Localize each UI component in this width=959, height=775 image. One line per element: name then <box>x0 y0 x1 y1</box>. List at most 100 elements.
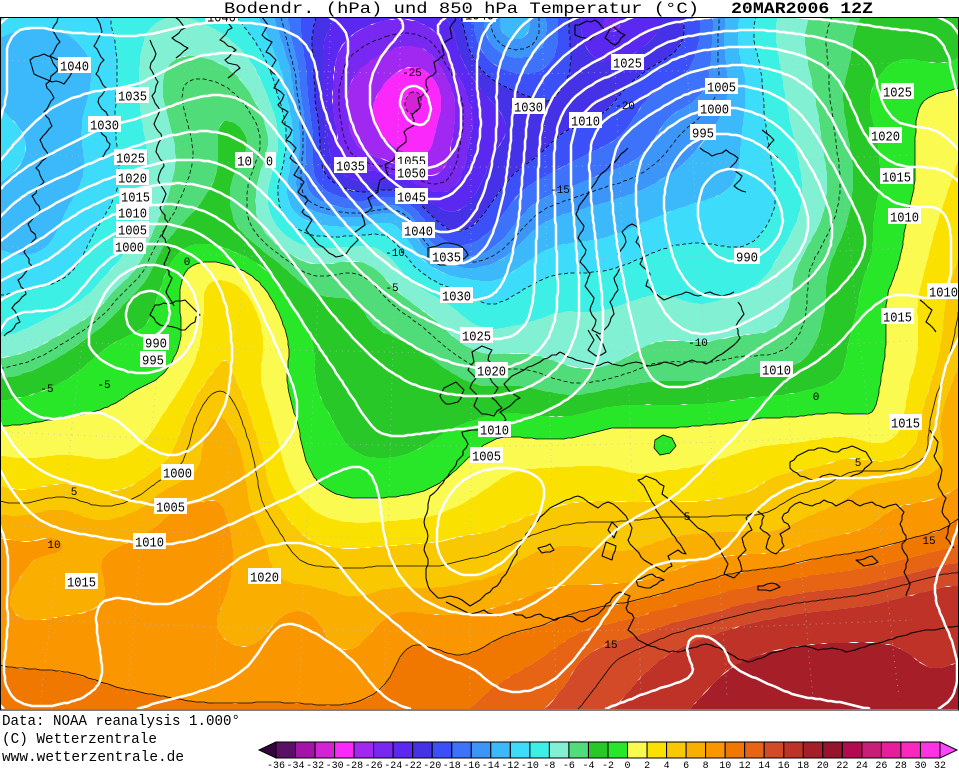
svg-text:1015: 1015 <box>67 576 96 592</box>
svg-text:-10: -10 <box>385 248 405 260</box>
svg-text:-24: -24 <box>384 761 402 770</box>
svg-text:26: 26 <box>875 761 887 770</box>
svg-text:1040: 1040 <box>60 60 89 76</box>
svg-text:28: 28 <box>895 761 907 770</box>
svg-text:1040: 1040 <box>404 225 433 241</box>
svg-text:18: 18 <box>797 761 809 770</box>
svg-text:-8: -8 <box>543 761 555 770</box>
svg-text:995: 995 <box>142 354 164 370</box>
svg-text:1015: 1015 <box>121 191 150 207</box>
svg-text:1010: 1010 <box>890 211 919 227</box>
svg-text:1030: 1030 <box>442 290 471 306</box>
svg-text:5: 5 <box>71 487 78 499</box>
svg-text:-18: -18 <box>443 761 461 770</box>
svg-text:12: 12 <box>739 761 751 770</box>
svg-text:1050: 1050 <box>397 167 426 183</box>
svg-text:(C) Wetterzentrale: (C) Wetterzentrale <box>2 732 157 748</box>
svg-text:www.wetterzentrale.de: www.wetterzentrale.de <box>2 750 184 766</box>
svg-text:-12: -12 <box>501 761 519 770</box>
svg-text:14: 14 <box>758 761 770 770</box>
svg-text:Bodendr. (hPa) und 850 hPa Tem: Bodendr. (hPa) und 850 hPa Temperatur (°… <box>224 0 699 18</box>
svg-text:1020: 1020 <box>250 571 279 587</box>
svg-text:1020: 1020 <box>118 172 147 188</box>
svg-text:-2: -2 <box>602 761 614 770</box>
svg-text:1000: 1000 <box>163 467 192 483</box>
svg-text:-16: -16 <box>462 761 480 770</box>
svg-text:-20: -20 <box>615 101 635 113</box>
svg-text:1010: 1010 <box>571 115 600 131</box>
svg-text:8: 8 <box>703 761 709 770</box>
svg-text:-26: -26 <box>365 761 383 770</box>
svg-text:20MAR2006 12Z: 20MAR2006 12Z <box>731 0 873 18</box>
svg-text:-30: -30 <box>326 761 344 770</box>
svg-text:1005: 1005 <box>472 450 501 466</box>
svg-text:32: 32 <box>934 761 946 770</box>
svg-text:-10: -10 <box>688 338 708 350</box>
svg-text:1015: 1015 <box>883 311 912 327</box>
svg-text:0: 0 <box>624 761 630 770</box>
svg-text:1030: 1030 <box>90 119 119 135</box>
svg-text:1005: 1005 <box>118 224 147 240</box>
svg-text:1035: 1035 <box>118 90 147 106</box>
svg-text:20: 20 <box>817 761 829 770</box>
svg-text:-6: -6 <box>563 761 575 770</box>
svg-text:1000: 1000 <box>700 103 729 119</box>
svg-text:1015: 1015 <box>882 171 911 187</box>
svg-text:10: 10 <box>237 155 252 171</box>
svg-text:995: 995 <box>692 127 714 143</box>
svg-text:-22: -22 <box>404 761 422 770</box>
svg-text:-5: -5 <box>97 380 110 392</box>
svg-text:1020: 1020 <box>477 365 506 381</box>
svg-text:6: 6 <box>683 761 689 770</box>
svg-text:1025: 1025 <box>462 330 491 346</box>
svg-text:1010: 1010 <box>118 207 147 223</box>
svg-text:15: 15 <box>604 640 617 652</box>
svg-text:22: 22 <box>836 761 848 770</box>
svg-text:-34: -34 <box>286 761 304 770</box>
svg-text:-4: -4 <box>582 761 594 770</box>
svg-text:1030: 1030 <box>514 101 543 117</box>
svg-text:1010: 1010 <box>929 286 958 302</box>
svg-text:990: 990 <box>736 251 758 267</box>
svg-text:30: 30 <box>914 761 926 770</box>
svg-text:10: 10 <box>47 540 60 552</box>
svg-text:-36: -36 <box>267 761 285 770</box>
svg-text:-15: -15 <box>550 185 570 197</box>
svg-text:1025: 1025 <box>883 86 912 102</box>
svg-text:1010: 1010 <box>762 364 791 380</box>
svg-text:0: 0 <box>184 257 191 269</box>
svg-text:-32: -32 <box>306 761 324 770</box>
svg-text:-28: -28 <box>345 761 363 770</box>
svg-text:-5: -5 <box>385 283 398 295</box>
svg-text:1040: 1040 <box>207 11 236 27</box>
svg-text:0: 0 <box>813 392 820 404</box>
svg-text:5: 5 <box>684 512 691 524</box>
svg-text:1010: 1010 <box>135 536 164 552</box>
svg-text:-5: -5 <box>40 384 53 396</box>
svg-text:1045: 1045 <box>397 191 426 207</box>
svg-text:-10: -10 <box>521 761 539 770</box>
svg-text:1000: 1000 <box>115 241 144 257</box>
svg-text:15: 15 <box>922 536 935 548</box>
svg-text:-14: -14 <box>482 761 500 770</box>
svg-text:24: 24 <box>856 761 868 770</box>
svg-text:1015: 1015 <box>891 417 920 433</box>
svg-text:990: 990 <box>145 337 167 353</box>
svg-text:1035: 1035 <box>336 160 365 176</box>
svg-text:5: 5 <box>855 458 862 470</box>
svg-text:16: 16 <box>778 761 790 770</box>
svg-text:-25: -25 <box>402 68 422 80</box>
svg-text:-20: -20 <box>423 761 441 770</box>
svg-text:1020: 1020 <box>871 130 900 146</box>
svg-text:1035: 1035 <box>432 251 461 267</box>
svg-text:10: 10 <box>719 761 731 770</box>
svg-text:4: 4 <box>664 761 670 770</box>
svg-text:Data: NOAA reanalysis 1.000°: Data: NOAA reanalysis 1.000° <box>2 714 240 730</box>
svg-text:1040: 1040 <box>465 9 494 25</box>
svg-text:1005: 1005 <box>707 81 736 97</box>
svg-text:0: 0 <box>266 155 273 171</box>
svg-text:1025: 1025 <box>613 57 642 73</box>
svg-text:1025: 1025 <box>116 152 145 168</box>
svg-text:2: 2 <box>644 761 650 770</box>
svg-text:1005: 1005 <box>156 501 185 517</box>
